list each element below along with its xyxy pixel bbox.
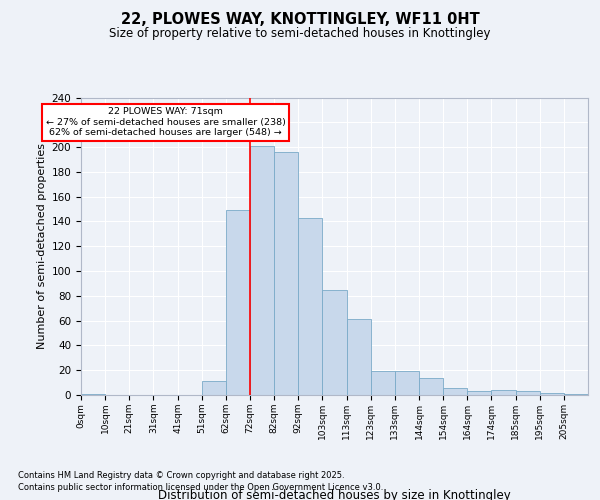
Bar: [274, 152, 298, 395]
Bar: [298, 218, 322, 395]
Bar: [395, 372, 419, 395]
Y-axis label: Number of semi-detached properties: Number of semi-detached properties: [37, 143, 47, 350]
Bar: [419, 378, 443, 395]
Bar: [202, 382, 226, 395]
Bar: [371, 372, 395, 395]
Bar: [250, 146, 274, 395]
Text: Contains public sector information licensed under the Open Government Licence v3: Contains public sector information licen…: [18, 484, 383, 492]
Bar: [347, 320, 371, 395]
Text: 22, PLOWES WAY, KNOTTINGLEY, WF11 0HT: 22, PLOWES WAY, KNOTTINGLEY, WF11 0HT: [121, 12, 479, 28]
Bar: [322, 290, 347, 395]
Text: 22 PLOWES WAY: 71sqm
← 27% of semi-detached houses are smaller (238)
62% of semi: 22 PLOWES WAY: 71sqm ← 27% of semi-detac…: [46, 108, 286, 137]
Bar: [81, 394, 105, 395]
Bar: [226, 210, 250, 395]
Text: Size of property relative to semi-detached houses in Knottingley: Size of property relative to semi-detach…: [109, 28, 491, 40]
Text: Contains HM Land Registry data © Crown copyright and database right 2025.: Contains HM Land Registry data © Crown c…: [18, 471, 344, 480]
Bar: [491, 390, 515, 395]
X-axis label: Distribution of semi-detached houses by size in Knottingley: Distribution of semi-detached houses by …: [158, 489, 511, 500]
Bar: [515, 392, 540, 395]
Bar: [564, 394, 588, 395]
Bar: [443, 388, 467, 395]
Bar: [467, 392, 491, 395]
Bar: [540, 392, 564, 395]
